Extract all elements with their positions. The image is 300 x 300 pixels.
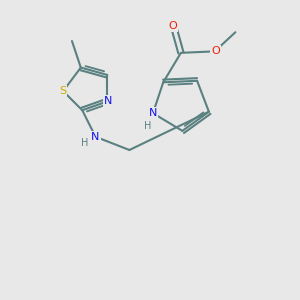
Text: H: H xyxy=(81,138,88,148)
Text: N: N xyxy=(149,108,157,118)
Text: N: N xyxy=(104,96,112,106)
Text: S: S xyxy=(59,86,66,96)
Text: O: O xyxy=(211,46,220,56)
Text: H: H xyxy=(144,121,151,130)
Text: N: N xyxy=(91,132,100,142)
Text: O: O xyxy=(169,21,177,31)
